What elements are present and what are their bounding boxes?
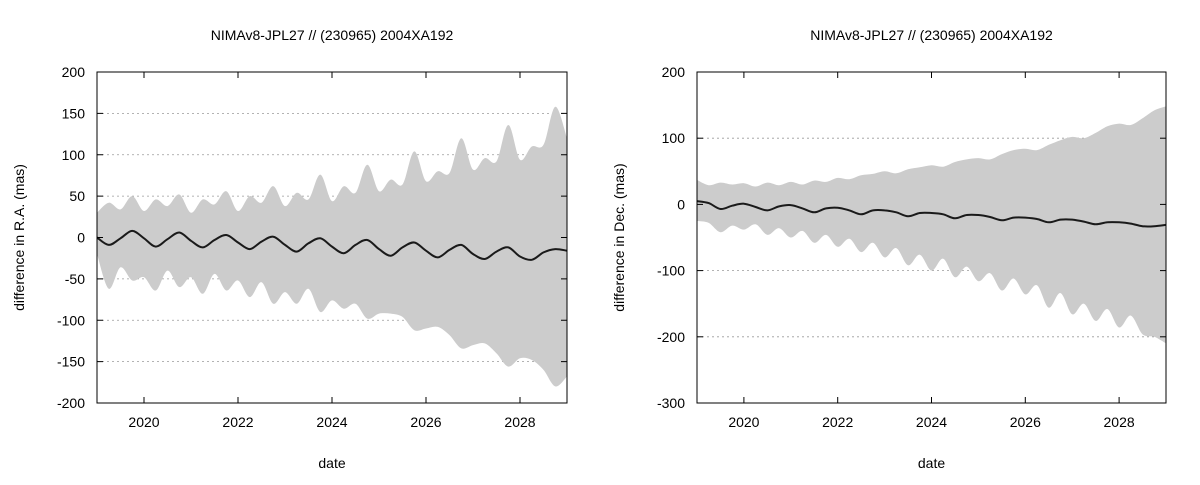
y-tick-label: -200	[57, 395, 85, 411]
y-tick-label: 50	[69, 188, 85, 204]
x-tick-label: 2026	[1010, 414, 1041, 430]
x-axis-label: date	[318, 455, 345, 471]
y-tick-label: -200	[657, 329, 685, 345]
y-tick-label: -50	[65, 271, 85, 287]
y-axis-label: difference in R.A. (mas)	[11, 164, 27, 311]
x-tick-label: 2020	[128, 414, 159, 430]
y-tick-label: -100	[657, 263, 685, 279]
y-tick-label: -100	[57, 312, 85, 328]
y-tick-label: -150	[57, 354, 85, 370]
chart-dec: -300 -200 -100 0 100 200 2020 2022 2024 2026 2028 N…	[611, 27, 1167, 471]
chart-title: NIMAv8-JPL27 // (230965) 2004XA192	[211, 27, 454, 43]
y-tick-label: 100	[662, 130, 686, 146]
x-tick-label: 2022	[822, 414, 853, 430]
difference-line	[697, 200, 1166, 228]
y-tick-label: 0	[677, 196, 685, 212]
y-axis-label: difference in Dec. (mas)	[611, 163, 627, 311]
chart-ra: -200 -150 -100 -50 0 50 100 150 200 2020 2022 2024 2…	[11, 27, 568, 471]
uncertainty-band	[697, 106, 1166, 344]
x-tick-label: 2028	[504, 414, 535, 430]
y-tick-label: -300	[657, 395, 685, 411]
y-tick-label: 0	[77, 230, 85, 246]
y-tick-label: 200	[662, 64, 686, 80]
x-tick-label: 2026	[410, 414, 441, 430]
x-tick-label: 2020	[728, 414, 759, 430]
x-tick-label: 2024	[916, 414, 947, 430]
x-tick-label: 2024	[316, 414, 347, 430]
y-tick-label: 150	[62, 105, 86, 121]
chart-title: NIMAv8-JPL27 // (230965) 2004XA192	[810, 27, 1053, 43]
x-axis-label: date	[918, 455, 945, 471]
y-tick-label: 200	[62, 64, 86, 80]
y-tick-label: 100	[62, 147, 86, 163]
difference-line	[97, 229, 567, 261]
x-tick-label: 2022	[222, 414, 253, 430]
x-tick-label: 2028	[1104, 414, 1135, 430]
